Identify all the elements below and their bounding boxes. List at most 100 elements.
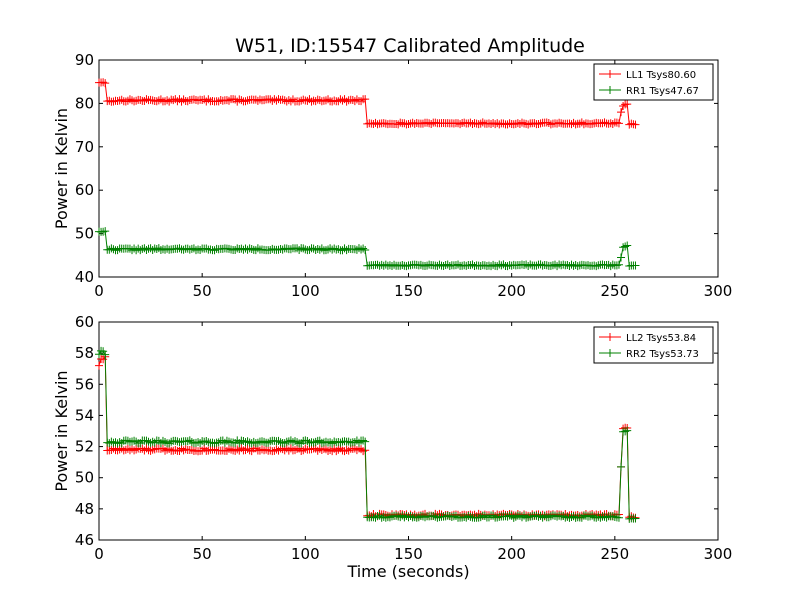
data-point-marker [324,95,333,104]
y-tick-label: 60 [75,181,94,199]
data-point-marker [227,245,236,254]
data-point-marker [214,97,223,106]
data-point-marker [612,261,621,270]
data-point-marker [614,513,623,522]
data-point-marker [171,446,180,455]
data-point-marker [245,438,254,447]
data-point-marker [101,350,110,359]
data-point-marker [517,118,526,127]
data-point-marker [623,100,632,109]
x-tick-label: 0 [94,545,104,563]
data-point-marker [206,245,215,254]
data-point-marker [497,261,506,270]
data-point-marker [175,438,184,447]
data-point-marker [390,260,399,269]
data-point-marker [154,244,163,253]
data-point-marker [262,445,271,454]
data-point-marker [462,261,471,270]
data-point-marker [468,260,477,269]
data-point-marker [586,512,595,521]
data-point-marker [321,246,330,255]
y-axis-label: Power in Kelvin [52,108,71,229]
data-point-marker [177,444,186,453]
data-point-marker [268,244,277,253]
data-point-marker [524,513,533,522]
data-point-marker [222,446,231,455]
data-point-marker [144,446,153,455]
data-point-marker [342,97,351,106]
data-point-marker [394,512,403,521]
data-point-marker [204,446,213,455]
data-point-marker [606,262,615,271]
data-point-marker [274,95,283,104]
data-point-marker [156,95,165,104]
data-point-marker [224,244,233,253]
data-point-marker [569,118,578,127]
data-point-marker [299,446,308,455]
data-point-marker [627,119,636,128]
data-point-marker [361,95,370,104]
data-point-marker [577,513,586,522]
data-point-marker [95,361,103,370]
y-tick-label: 50 [75,225,94,243]
data-point-marker [297,446,306,455]
data-point-marker [608,119,617,128]
data-point-marker [544,513,553,522]
data-point-marker [202,436,211,445]
data-point-marker [371,118,380,127]
data-point-marker [321,445,330,454]
data-point-marker [602,513,611,522]
data-point-marker [295,246,304,255]
data-point-marker [425,119,434,128]
data-point-marker [224,444,233,453]
data-point-marker [334,97,343,106]
data-point-marker [165,97,174,106]
data-point-marker [148,437,157,446]
data-point-marker [210,246,219,255]
data-point-marker [344,446,353,455]
data-point-marker [526,260,535,269]
data-point-marker [307,97,316,106]
data-point-marker [357,245,366,254]
data-point-marker [210,439,219,448]
data-point-marker [117,95,126,104]
data-point-marker [243,437,252,446]
data-point-marker [534,512,543,521]
data-point-marker [474,120,483,129]
data-point-marker [115,96,124,105]
legend-box [593,326,714,364]
data-point-marker [229,438,238,447]
data-point-marker [142,436,151,445]
series-2 [95,227,640,271]
data-point-marker [146,446,155,455]
data-point-marker [130,97,139,106]
data-point-marker [258,437,267,446]
data-point-marker [631,261,640,270]
data-point-marker [520,261,529,270]
data-point-marker [142,444,151,453]
data-point-marker [233,445,242,454]
data-point-marker [309,438,318,447]
data-point-marker [295,97,304,106]
x-tick-label: 100 [291,545,320,563]
data-point-marker [464,512,473,521]
data-point-marker [140,96,149,105]
x-tick-label: 200 [497,282,526,300]
data-point-marker [307,445,316,454]
data-point-marker [291,437,300,446]
data-point-marker [505,119,514,128]
data-point-marker [342,246,351,255]
data-point-marker [288,95,297,104]
data-point-marker [340,447,349,456]
data-point-marker [183,97,192,106]
data-point-marker [617,253,626,262]
data-point-marker [548,261,557,270]
data-point-marker [617,108,626,117]
legend: LL1 Tsys80.60 RR1 Tsys47.67 [593,63,714,101]
data-point-marker [109,245,118,254]
data-point-marker [614,260,623,269]
data-point-marker [361,246,370,255]
data-point-marker [621,242,630,251]
x-tick-label: 50 [193,545,212,563]
